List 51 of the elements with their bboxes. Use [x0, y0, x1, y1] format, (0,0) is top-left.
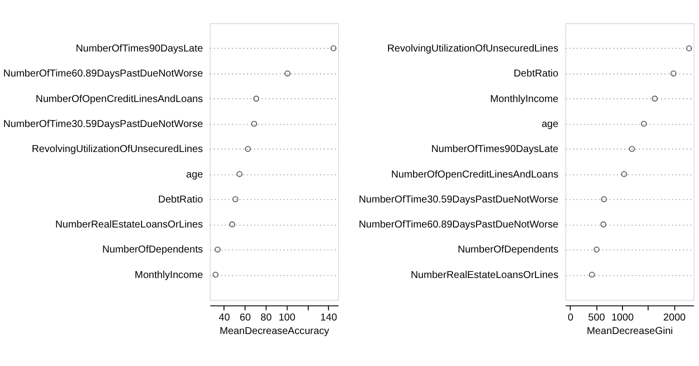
x-tick-label: 40 [218, 312, 230, 324]
y-tick-label: NumberOfTime30.59DaysPastDueNotWorse [3, 118, 204, 130]
point [251, 120, 258, 127]
x-tick-label: 100 [278, 312, 296, 324]
x-tick-label: 1000 [611, 312, 634, 324]
y-tick-label: RevolvingUtilizationOfUnsecuredLines [387, 44, 558, 55]
x-axis-title: MeanDecreaseGini [586, 326, 673, 338]
y-tick-label: NumberOfTimes90DaysLate [431, 144, 559, 156]
y-tick-label: MonthlyIncome [490, 94, 559, 105]
y-tick-label: NumberOfOpenCreditLinesAndLoans [36, 94, 203, 105]
y-tick-label: NumberOfDependents [458, 244, 558, 256]
point [588, 272, 595, 278]
point [621, 171, 628, 178]
point [253, 96, 260, 102]
point [244, 146, 251, 152]
point [640, 120, 647, 127]
y-tick-label: NumberRealEstateLoansOrLines [55, 220, 203, 231]
x-tick-label: 140 [320, 312, 338, 324]
y-tick-label: DebtRatio [158, 194, 204, 206]
y-tick-label: NumberOfTime60.89DaysPastDueNotWorse [3, 68, 204, 80]
x-tick-label: 60 [240, 312, 252, 324]
point [600, 221, 606, 228]
y-tick-label: age [186, 169, 204, 180]
point [652, 96, 658, 102]
point [594, 246, 600, 253]
point [686, 45, 692, 52]
y-tick-label: NumberOfTime60.89DaysPastDueNotWorse [358, 220, 559, 231]
x-tick-label: 0 [568, 312, 574, 324]
y-tick-label: NumberOfDependents [102, 244, 203, 256]
x-axis-title: MeanDecreaseAccuracy [220, 326, 330, 338]
point [212, 272, 218, 278]
y-tick-label: NumberOfTime30.59DaysPastDueNotWorse [358, 194, 559, 206]
point [236, 171, 243, 178]
point [229, 221, 236, 228]
point [628, 146, 635, 152]
y-tick-label: NumberRealEstateLoansOrLines [410, 270, 558, 281]
point [232, 196, 238, 202]
y-tick-label: NumberOfOpenCreditLinesAndLoans [391, 169, 558, 180]
point [330, 45, 336, 52]
x-tick-label: 80 [260, 312, 272, 324]
point [670, 70, 676, 76]
x-tick-label: 500 [588, 312, 606, 324]
point [600, 196, 607, 202]
y-tick-label: MonthlyIncome [134, 270, 204, 281]
y-tick-label: age [542, 118, 559, 130]
y-tick-label: DebtRatio [514, 68, 559, 80]
point [214, 246, 221, 253]
y-tick-label: NumberOfTimes90DaysLate [76, 44, 204, 55]
y-tick-label: RevolvingUtilizationOfUnsecuredLines [32, 144, 203, 156]
x-tick-label: 2000 [663, 312, 686, 324]
point [284, 70, 291, 76]
